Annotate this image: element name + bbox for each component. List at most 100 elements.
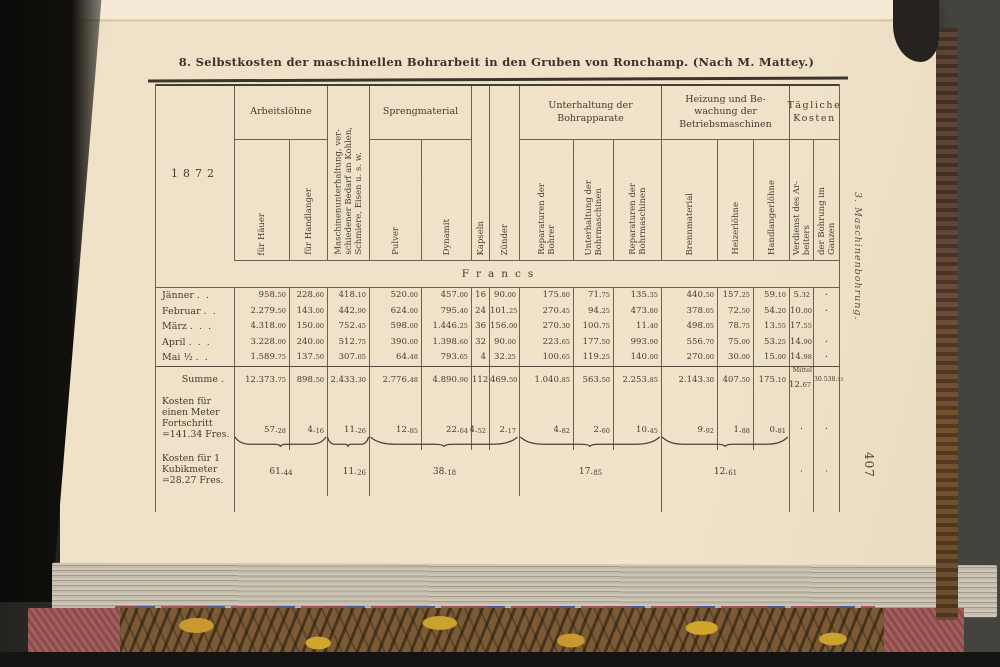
value-cell: 5.32 (789, 288, 813, 304)
col-zuender: Zünder (489, 86, 519, 260)
value-cell: 157.25 (717, 288, 753, 304)
value-cell: 4 (471, 350, 489, 366)
summe-value-cell: 1.040.85 (519, 366, 573, 394)
brace-heizung (661, 436, 789, 447)
value-cell: 1.446.25 (421, 319, 471, 335)
value-cell: 270.45 (519, 303, 573, 319)
brace-maschinenunterhaltung (327, 436, 369, 447)
meter-value-cell: · (813, 392, 839, 450)
value-cell: 100.65 (519, 350, 573, 366)
value-cell: 17.55 (789, 319, 813, 335)
value-cell: 53.25 (753, 334, 789, 350)
value-cell: 1.589.75 (234, 350, 289, 366)
summe-value-cell: 4.890.90 (421, 366, 471, 394)
kubik-value: · (813, 449, 839, 496)
value-cell: 14.90 (789, 334, 813, 350)
value-cell: 390.00 (369, 334, 421, 350)
value-cell: 498.05 (661, 319, 717, 335)
summe-value-cell: 2.776.48 (369, 366, 421, 394)
kubikmeter-cost-row: Kosten für 1 Kubikmeter =28.27 Fres. 61.… (156, 449, 839, 496)
kubik-value: 17. 85 (519, 449, 661, 496)
table-header: 1872 Arbeitslöhne Maschinenunterhaltung,… (156, 84, 840, 260)
col-fuer-handlanger: für Handlanger (289, 140, 327, 260)
group-taegliche-kosten: Tägliche Kosten (788, 86, 840, 140)
group-sprengmaterial: Sprengmaterial (369, 86, 471, 140)
summe-value-cell: Mittel 12.67 (789, 366, 813, 394)
meter-value-cell: 22. 64 (421, 392, 471, 450)
row-label: Mai ½ . . (162, 352, 208, 363)
value-cell: 13.55 (753, 319, 789, 335)
value-cell: 2.279.50 (234, 303, 289, 319)
summe-value-cell: 469.50 (489, 366, 519, 394)
table-row: April . . . 3.228.00 240.00 512.75 390.00 1.3… (156, 334, 839, 350)
brace-arbeitsloehne (234, 436, 327, 447)
value-cell: 418.10 (327, 288, 369, 304)
value-cell: 442.90 (327, 303, 369, 319)
summe-value-cell: 563.50 (573, 366, 613, 394)
value-cell: 378.05 (661, 303, 717, 319)
value-cell: 240.00 (289, 334, 327, 350)
value-cell: 270.30 (519, 319, 573, 335)
value-cell: 473.80 (613, 303, 661, 319)
value-cell: 4.318.00 (234, 319, 289, 335)
value-cell: 11.40 (613, 319, 661, 335)
value-cell: 795.40 (421, 303, 471, 319)
table-row: Mai ½ . . 1.589.75 137.50 307.05 64.48 793.65… (156, 350, 839, 366)
value-cell: 100.75 (573, 319, 613, 335)
margin-section-caption: 3. Maschinenbohrung. (852, 192, 863, 321)
value-cell: 958.50 (234, 288, 289, 304)
costs-table: 1872 Arbeitslöhne Maschinenunterhaltung,… (155, 84, 843, 512)
value-cell (813, 319, 839, 335)
col-fuer-haeuer: für Häuer (234, 140, 289, 260)
col-verdienst-arbeiters: Verdienst des Ar- beiters (789, 140, 813, 260)
value-cell: 512.75 (327, 334, 369, 350)
value-cell: 24 (471, 303, 489, 319)
summe-value-cell: 112 (471, 366, 489, 394)
page-number: 407 (862, 452, 876, 478)
col-unterhaltung-bohrmaschinen: Unterhaltung der Bohrmaschinen (573, 140, 613, 260)
value-cell: 72.50 (717, 303, 753, 319)
value-cell: 175.80 (519, 288, 573, 304)
value-cell: 457.00 (421, 288, 471, 304)
value-cell: 59.10 (753, 288, 789, 304)
value-cell: 36 (471, 319, 489, 335)
value-cell: 140.00 (613, 350, 661, 366)
value-cell: 30.00 (717, 350, 753, 366)
value-cell: 598.00 (369, 319, 421, 335)
value-cell: 101.25 (489, 303, 519, 319)
book-page (60, 0, 938, 584)
kubik-value: 61. 44 (234, 449, 327, 496)
value-cell: 10.00 (789, 303, 813, 319)
summe-value-cell: 12.373.75 (234, 366, 289, 394)
value-cell: 223.65 (519, 334, 573, 350)
kubik-value: 12. 61 (661, 449, 789, 496)
col-reparaturen-bohrer: Reparaturen der Bohrer (519, 140, 573, 260)
col-heizerloehne: Heizerlöhne (717, 140, 753, 260)
table-row: März . . . 4.318.00 150.00 752.45 598.00 1.44… (156, 319, 839, 335)
marbled-cover-edge (28, 608, 964, 658)
value-cell: 993.90 (613, 334, 661, 350)
value-cell: 90.00 (489, 288, 519, 304)
value-cell: 556.70 (661, 334, 717, 350)
meter-cost-label: Kosten für einen Meter Fortschritt =141.… (162, 395, 230, 441)
value-cell: 228.60 (289, 288, 327, 304)
value-cell: 150.00 (289, 319, 327, 335)
value-cell: 143.00 (289, 303, 327, 319)
summe-value-cell: 2.253.85 (613, 366, 661, 394)
kubik-value: 11. 26 (327, 449, 369, 496)
value-cell: 3.228.00 (234, 334, 289, 350)
summe-value-cell: 407.50 (717, 366, 753, 394)
row-label: April . . . (162, 336, 210, 348)
value-cell: 15.00 (753, 350, 789, 366)
value-cell: 64.48 (369, 350, 421, 366)
value-cell: · (813, 350, 839, 366)
meter-value-cell: · (789, 392, 813, 450)
meter-value-cell: 2. 17 (489, 392, 519, 450)
value-cell: 32 (471, 334, 489, 350)
summe-value-cell: 175.10 (753, 366, 789, 394)
mittel-label: Mittel (792, 366, 812, 374)
row-label: Jänner . . (162, 290, 209, 301)
value-cell: 156.00 (489, 319, 519, 335)
row-label: März . . . (162, 321, 212, 332)
